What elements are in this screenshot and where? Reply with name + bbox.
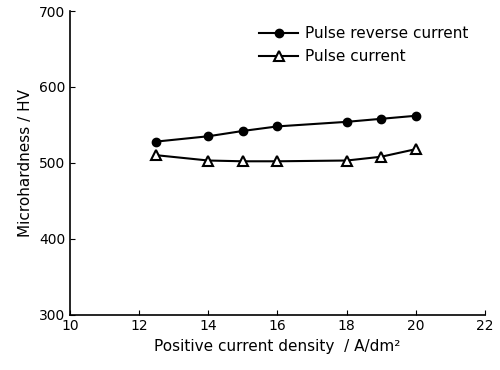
- Pulse current: [413, 147, 419, 151]
- Line: Pulse reverse current: Pulse reverse current: [152, 112, 420, 146]
- Pulse current: [344, 158, 349, 163]
- Pulse reverse current: [274, 124, 280, 129]
- Pulse reverse current: [413, 114, 419, 118]
- Pulse current: [274, 159, 280, 164]
- Pulse reverse current: [240, 129, 246, 133]
- Pulse current: [240, 159, 246, 164]
- Pulse reverse current: [344, 120, 349, 124]
- Y-axis label: Microhardness / HV: Microhardness / HV: [18, 89, 33, 237]
- Pulse reverse current: [378, 117, 384, 121]
- Pulse reverse current: [206, 134, 212, 138]
- Line: Pulse current: Pulse current: [152, 144, 420, 166]
- Pulse current: [378, 155, 384, 159]
- Pulse current: [154, 153, 160, 158]
- Pulse current: [206, 158, 212, 163]
- Legend: Pulse reverse current, Pulse current: Pulse reverse current, Pulse current: [255, 22, 473, 68]
- X-axis label: Positive current density  / A/dm²: Positive current density / A/dm²: [154, 339, 400, 354]
- Pulse reverse current: [154, 139, 160, 144]
